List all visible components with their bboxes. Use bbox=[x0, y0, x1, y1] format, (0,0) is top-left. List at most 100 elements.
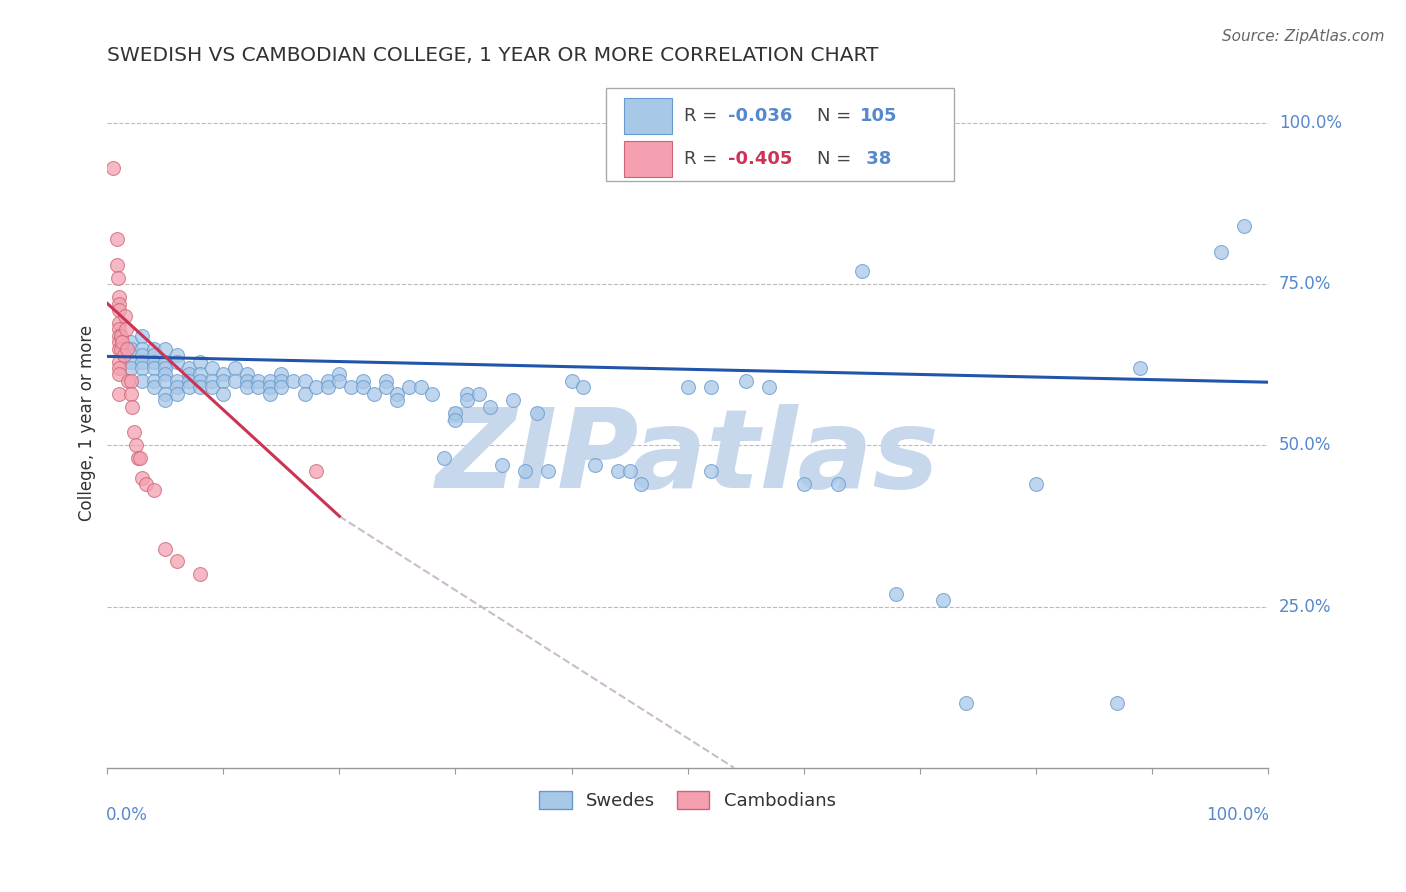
Point bbox=[433, 451, 456, 466]
Point bbox=[259, 374, 281, 388]
Text: ZIPatlas: ZIPatlas bbox=[436, 404, 939, 511]
Point bbox=[166, 380, 188, 394]
Point bbox=[121, 400, 143, 414]
Point bbox=[188, 368, 211, 382]
Text: R =: R = bbox=[685, 150, 723, 168]
Point bbox=[131, 348, 153, 362]
FancyBboxPatch shape bbox=[624, 98, 672, 134]
Point bbox=[108, 303, 131, 318]
Point bbox=[166, 374, 188, 388]
Point bbox=[115, 322, 138, 336]
Point bbox=[188, 354, 211, 368]
Point bbox=[259, 380, 281, 394]
Text: 105: 105 bbox=[860, 107, 898, 125]
Text: 50.0%: 50.0% bbox=[1279, 436, 1331, 454]
Point bbox=[177, 380, 200, 394]
Point bbox=[142, 380, 165, 394]
Point bbox=[155, 386, 177, 401]
Point bbox=[1025, 477, 1047, 491]
Point bbox=[1129, 361, 1152, 376]
Point bbox=[1233, 219, 1256, 234]
Point bbox=[212, 386, 235, 401]
Point bbox=[305, 464, 328, 478]
FancyBboxPatch shape bbox=[606, 88, 955, 181]
Point bbox=[108, 386, 131, 401]
Point bbox=[142, 354, 165, 368]
Point bbox=[166, 554, 188, 568]
Point bbox=[115, 342, 138, 356]
Point bbox=[316, 374, 339, 388]
Text: R =: R = bbox=[685, 107, 723, 125]
Point bbox=[108, 354, 131, 368]
Text: 25.0%: 25.0% bbox=[1279, 598, 1331, 615]
Point bbox=[111, 335, 134, 350]
Point bbox=[155, 354, 177, 368]
Point bbox=[793, 477, 815, 491]
Point bbox=[247, 374, 270, 388]
Point bbox=[120, 335, 142, 350]
Point bbox=[572, 380, 595, 394]
Point bbox=[177, 368, 200, 382]
Point bbox=[110, 342, 132, 356]
Point bbox=[117, 374, 139, 388]
Text: -0.405: -0.405 bbox=[728, 150, 793, 168]
Point bbox=[112, 348, 135, 362]
Point bbox=[142, 361, 165, 376]
Point bbox=[316, 380, 339, 394]
Text: 100.0%: 100.0% bbox=[1206, 805, 1268, 823]
Point bbox=[281, 374, 304, 388]
Point bbox=[734, 374, 756, 388]
Point bbox=[502, 393, 524, 408]
Point bbox=[270, 380, 292, 394]
Point bbox=[352, 374, 374, 388]
Point bbox=[177, 361, 200, 376]
Text: 100.0%: 100.0% bbox=[1279, 114, 1341, 132]
Point bbox=[328, 374, 350, 388]
Point bbox=[155, 368, 177, 382]
Point bbox=[363, 386, 385, 401]
Point bbox=[1211, 244, 1233, 259]
Point bbox=[409, 380, 432, 394]
Point bbox=[108, 290, 131, 304]
Point bbox=[120, 342, 142, 356]
Point bbox=[131, 374, 153, 388]
Point bbox=[201, 361, 224, 376]
Point bbox=[120, 374, 142, 388]
Text: N =: N = bbox=[817, 150, 858, 168]
Point bbox=[700, 380, 723, 394]
Point bbox=[224, 361, 246, 376]
Point bbox=[105, 232, 128, 246]
Point bbox=[420, 386, 443, 401]
Point bbox=[108, 328, 131, 343]
Point bbox=[619, 464, 641, 478]
Point bbox=[128, 451, 150, 466]
Point bbox=[526, 406, 548, 420]
Point bbox=[177, 374, 200, 388]
Point bbox=[101, 161, 124, 176]
Text: SWEDISH VS CAMBODIAN COLLEGE, 1 YEAR OR MORE CORRELATION CHART: SWEDISH VS CAMBODIAN COLLEGE, 1 YEAR OR … bbox=[107, 46, 879, 65]
Point bbox=[108, 361, 131, 376]
Point bbox=[387, 393, 409, 408]
Point bbox=[444, 406, 467, 420]
Point bbox=[155, 361, 177, 376]
Point bbox=[758, 380, 780, 394]
Point bbox=[142, 342, 165, 356]
Point bbox=[155, 342, 177, 356]
Point bbox=[352, 380, 374, 394]
Point bbox=[131, 470, 153, 484]
Point bbox=[131, 354, 153, 368]
Point bbox=[166, 348, 188, 362]
Point bbox=[583, 458, 606, 472]
Point bbox=[108, 335, 131, 350]
Point bbox=[142, 374, 165, 388]
Point bbox=[294, 386, 316, 401]
Point bbox=[513, 464, 536, 478]
Point bbox=[1105, 696, 1128, 710]
Point bbox=[398, 380, 420, 394]
Point bbox=[700, 464, 723, 478]
Point bbox=[467, 386, 489, 401]
Text: -0.036: -0.036 bbox=[728, 107, 793, 125]
Point bbox=[537, 464, 560, 478]
Text: Source: ZipAtlas.com: Source: ZipAtlas.com bbox=[1222, 29, 1385, 44]
Point bbox=[886, 587, 908, 601]
